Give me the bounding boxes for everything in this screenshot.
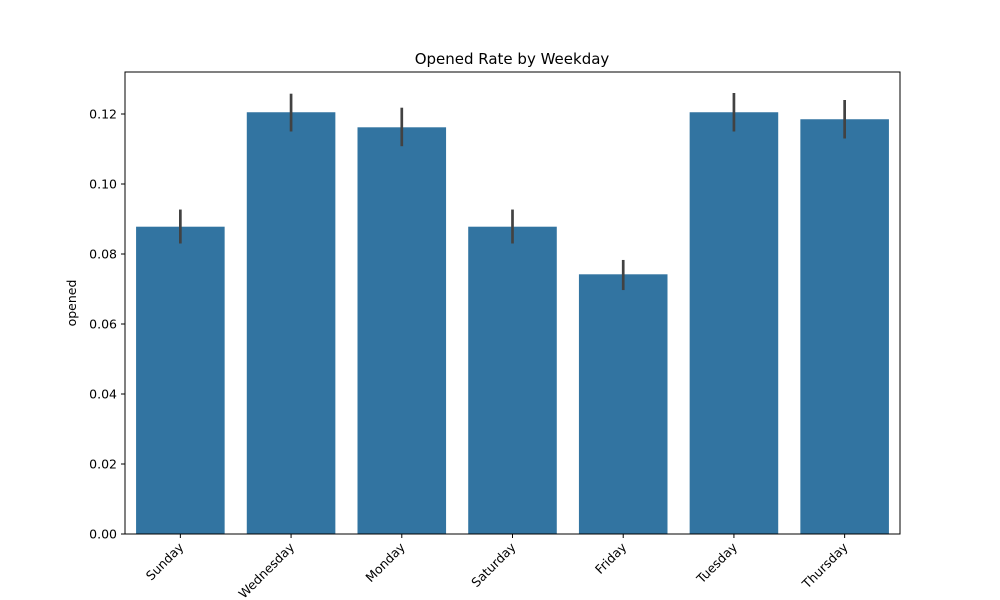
chart-title: Opened Rate by Weekday	[415, 50, 610, 68]
error-bars-layer	[179, 93, 846, 291]
bar-saturday	[468, 226, 557, 534]
y-tick-label: 0.00	[89, 527, 117, 542]
y-tick-label: 0.04	[89, 387, 117, 402]
x-tick-label: Thursday	[798, 539, 851, 592]
bar-monday	[357, 127, 447, 535]
y-tick-label: 0.08	[89, 247, 117, 262]
bar-friday	[578, 274, 668, 534]
y-tick-label: 0.06	[89, 317, 117, 332]
x-tick-label: Tuesday	[693, 539, 741, 587]
bar-tuesday	[689, 112, 779, 534]
x-tick-label: Sunday	[143, 539, 187, 583]
bar-thursday	[800, 119, 889, 534]
bars-layer	[136, 112, 889, 535]
x-tick-label: Wednesday	[235, 539, 297, 600]
x-tick-label: Saturday	[468, 539, 519, 590]
x-axis: Sunday Wednesday Monday Saturday Friday Tuesd…	[143, 534, 851, 600]
plot-area-frame	[124, 71, 901, 535]
y-tick-label: 0.10	[89, 177, 117, 192]
y-tick-label: 0.02	[89, 457, 117, 472]
y-axis: 0.00 0.02 0.04 0.06 0.08 0.10 0.12	[89, 107, 125, 542]
x-tick-label: Friday	[592, 539, 630, 577]
y-tick-label: 0.12	[89, 107, 117, 122]
bar-wednesday	[246, 112, 336, 534]
y-axis-title: opened	[64, 280, 79, 327]
bar-sunday	[136, 226, 225, 534]
x-tick-label: Monday	[362, 539, 408, 585]
